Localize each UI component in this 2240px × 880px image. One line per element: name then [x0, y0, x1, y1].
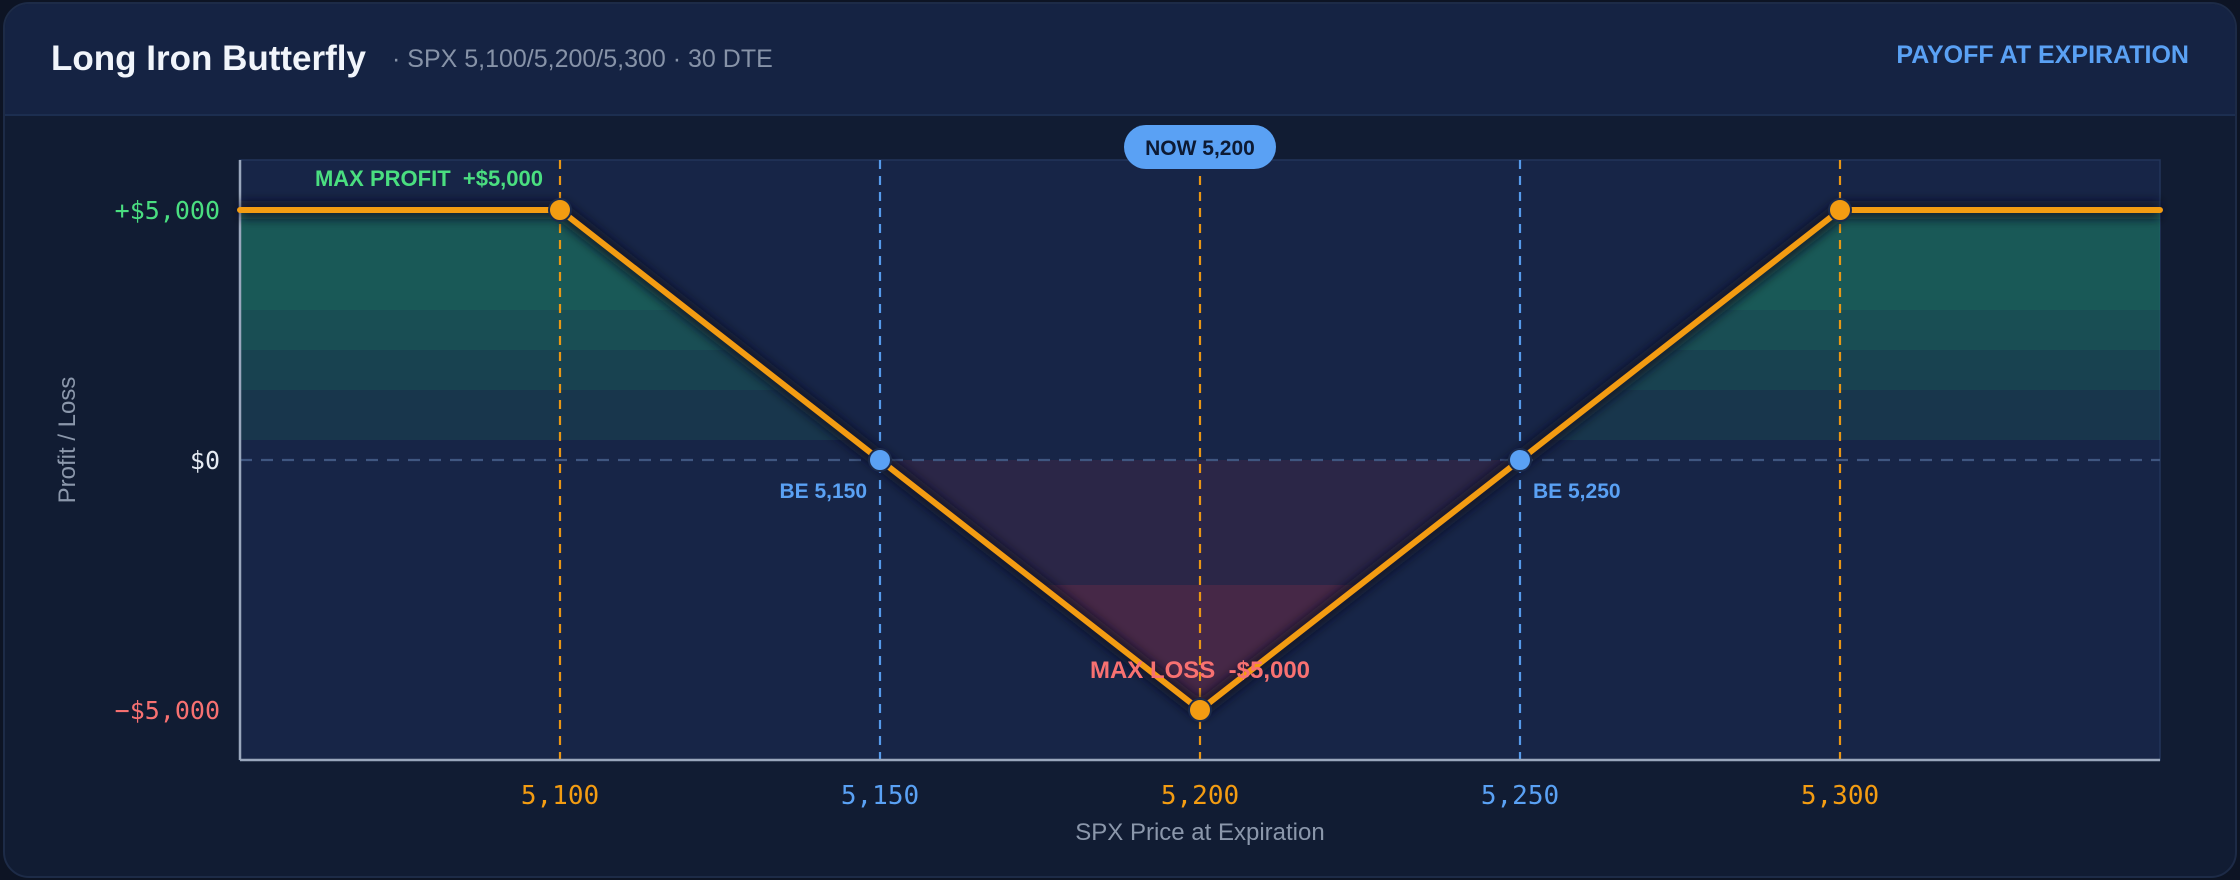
- y-tick-label: $0: [190, 446, 220, 475]
- payoff-markers: [548, 198, 1852, 722]
- strike-marker: [1188, 698, 1212, 722]
- profit-fill-left: [240, 210, 855, 440]
- strategy-title: Long Iron Butterfly: [51, 39, 366, 78]
- profit-fill-right: [1712, 210, 2160, 310]
- max-profit-label: MAX PROFIT +$5,000: [315, 166, 543, 191]
- now-price-label: NOW 5,200: [1145, 137, 1255, 160]
- profit-fill-right: [1609, 210, 2160, 390]
- x-tick-label: 5,200: [1161, 781, 1239, 811]
- y-axis-label: Profit / Loss: [54, 377, 81, 504]
- x-tick-label: 5,150: [841, 781, 919, 811]
- card-header: Long Iron Butterfly · SPX 5,100/5,200/5,…: [5, 4, 2235, 116]
- y-tick-label: −$5,000: [115, 696, 220, 725]
- strike-marker: [1828, 198, 1852, 222]
- axes: [238, 160, 2160, 762]
- breakeven-label: BE 5,250: [1533, 480, 1621, 503]
- profit-fill-left: [240, 210, 791, 390]
- x-tick-label: 5,100: [521, 781, 599, 811]
- profit-fill-right: [1545, 210, 2160, 440]
- x-tick-label: 5,250: [1481, 781, 1559, 811]
- max-loss-label: MAX LOSS -$5,000: [1090, 657, 1310, 684]
- payoff-badge: PAYOFF AT EXPIRATION: [1896, 41, 2189, 69]
- profit-fill-left: [240, 210, 688, 310]
- reference-lines: [240, 160, 2160, 760]
- breakeven-label: BE 5,150: [779, 480, 867, 503]
- profit-fill-right: [1660, 210, 2160, 350]
- x-tick-label: 5,300: [1801, 781, 1879, 811]
- strike-marker: [548, 198, 572, 222]
- strategy-subtitle: · SPX 5,100/5,200/5,300 · 30 DTE: [392, 45, 773, 73]
- breakeven-marker: [868, 448, 892, 472]
- breakeven-marker: [1508, 448, 1532, 472]
- chart-labels: +$5,000 $0 −$5,000 5,100 5,150 5,200 5,250 5,30…: [54, 125, 1879, 846]
- x-axis-label: SPX Price at Expiration: [1075, 819, 1324, 846]
- profit-fill-left: [240, 210, 740, 350]
- y-tick-label: +$5,000: [115, 196, 220, 225]
- now-price-pill: [1124, 125, 1276, 169]
